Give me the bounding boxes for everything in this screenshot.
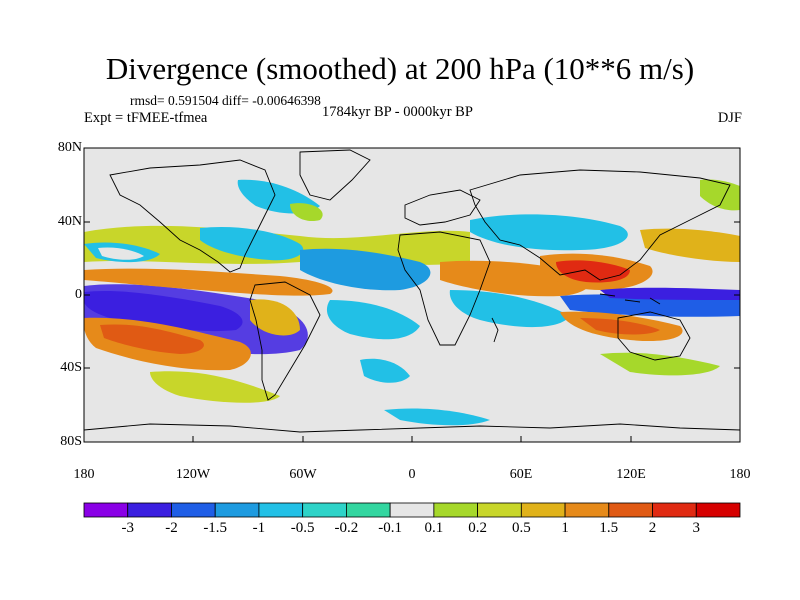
colorbar-swatch — [345, 502, 391, 518]
colorbar-swatch — [652, 502, 697, 518]
colorbar-swatch — [389, 502, 435, 518]
colorbar-label: -0.5 — [290, 520, 315, 536]
coastlines — [84, 149, 740, 433]
lon-label-120e: 120E — [616, 467, 646, 482]
colorbar-swatch — [83, 502, 129, 518]
colorbar-swatch — [302, 502, 347, 518]
rmsd-diff-text: rmsd= 0.591504 diff= -0.00646398 — [130, 93, 321, 108]
colorbar-swatch — [127, 502, 172, 518]
lon-label-180w: 180 — [73, 467, 95, 482]
divergence-field — [84, 179, 740, 426]
colorbar-swatch — [564, 502, 610, 518]
colorbar-swatch — [258, 502, 304, 518]
period-text: 1784kyr BP - 0000kyr BP — [322, 104, 473, 120]
lat-ticks — [84, 147, 740, 443]
colorbar-label: -1.5 — [203, 520, 228, 536]
colorbar-swatch — [695, 502, 741, 518]
map-title: Divergence (smoothed) at 200 hPa (10**6 … — [105, 51, 695, 86]
colorbar-label: -0.1 — [378, 520, 402, 536]
lon-label-120w: 120W — [175, 467, 211, 482]
colorbar-swatch — [520, 502, 566, 518]
lat-label-80n: 80N — [57, 140, 82, 155]
colorbar-swatch — [608, 502, 653, 518]
colorbar-label: 2 — [648, 520, 657, 536]
colorbar-label: 0.5 — [511, 520, 531, 536]
colorbar-label: 1.5 — [599, 520, 619, 536]
colorbar-label: -2 — [165, 520, 178, 536]
colorbar-swatch — [477, 502, 522, 518]
colorbar-label: -1 — [252, 520, 266, 536]
colorbar-label: 0.2 — [468, 520, 487, 536]
season-text: DJF — [717, 110, 742, 126]
colorbar — [83, 502, 741, 518]
lon-label-0: 0 — [408, 467, 416, 482]
lat-label-80s: 80S — [60, 434, 82, 449]
lat-label-40s: 40S — [60, 360, 82, 375]
lon-label-60e: 60E — [509, 467, 533, 482]
colorbar-swatch — [171, 502, 216, 518]
colorbar-label: 3 — [692, 520, 701, 536]
lon-label-180e: 180 — [729, 467, 751, 482]
colorbar-label: -3 — [121, 520, 134, 536]
lon-label-60w: 60W — [289, 467, 317, 482]
experiment-text: Expt = tFMEE-tfmea — [84, 110, 208, 126]
lat-label-40n: 40N — [57, 214, 82, 229]
colorbar-label: 1 — [561, 520, 569, 536]
colorbar-label: -0.2 — [334, 520, 359, 536]
lon-ticks — [83, 436, 741, 442]
colorbar-swatch — [433, 502, 479, 518]
colorbar-label: 0.1 — [424, 520, 444, 536]
colorbar-swatch — [214, 502, 260, 518]
lat-label-0: 0 — [75, 287, 82, 302]
